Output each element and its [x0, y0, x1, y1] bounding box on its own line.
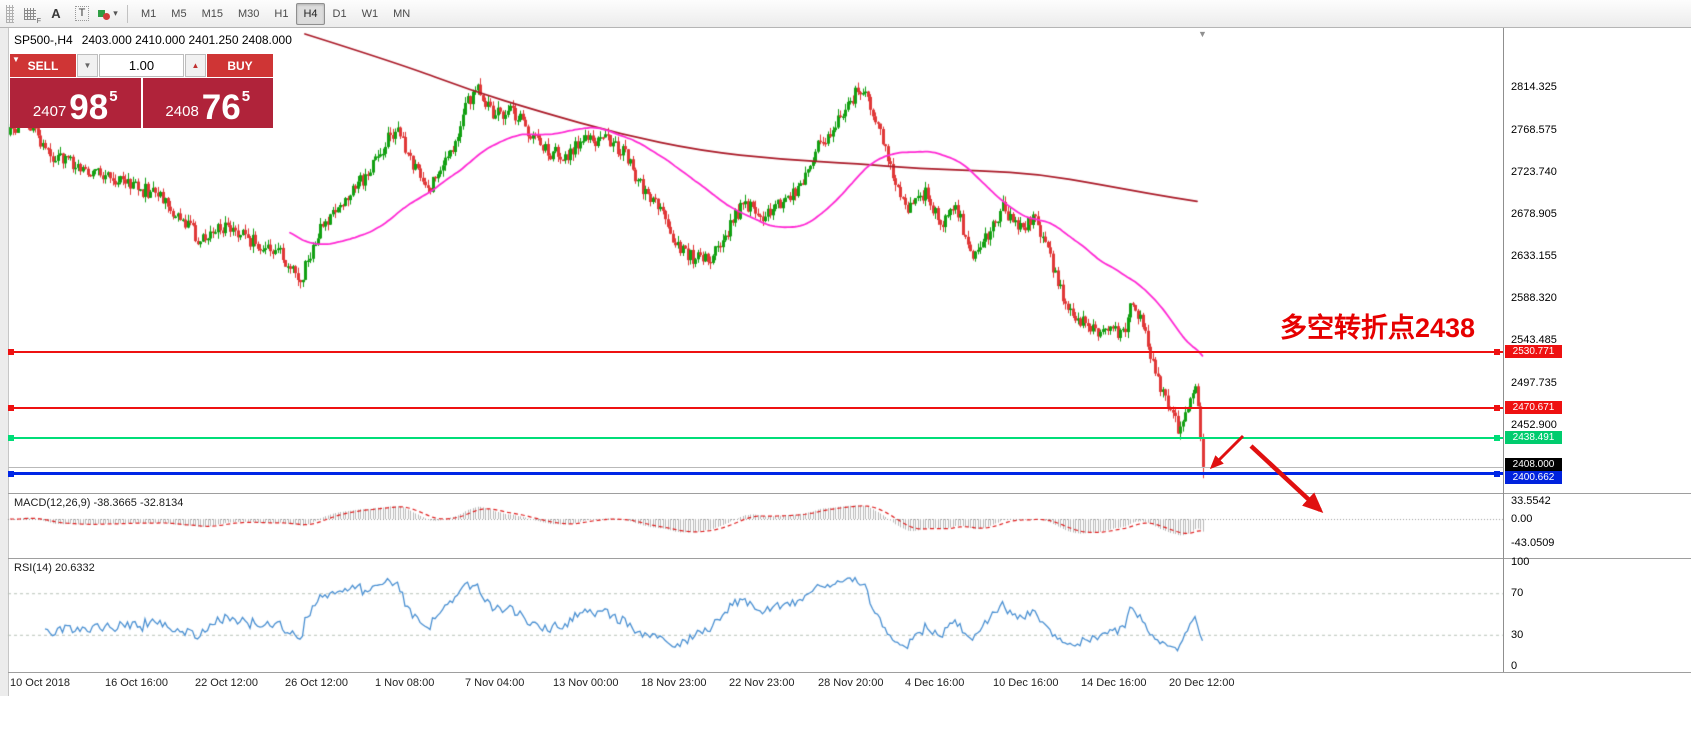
grid-f-label: F [36, 17, 41, 25]
price-tag-2400.662: 2400.662 [1505, 470, 1562, 484]
rsi-label: RSI(14) 20.6332 [14, 562, 95, 574]
toolbar: F A T ▾ M1 M5 M15 M30 H1 H4 D1 W1 MN [0, 0, 1691, 28]
label-tool-icon[interactable]: A [51, 6, 61, 21]
price-axis-tick: 2588.320 [1511, 292, 1557, 305]
timeframe-button-w1[interactable]: W1 [361, 7, 379, 20]
buy-button[interactable]: BUY [207, 54, 273, 77]
buy-price-display[interactable]: 2408 76 5 [142, 78, 273, 128]
current-price-line [8, 466, 1503, 468]
text-tool-icon[interactable]: T [69, 2, 95, 26]
rsi-axis-tick: 0 [1511, 660, 1518, 672]
trade-controls-row: ▼ SELL ▼ ▲ BUY [10, 54, 273, 77]
timeframe-button-h1[interactable]: H1 [274, 7, 289, 20]
price-level-line-2470.671[interactable] [8, 407, 1503, 410]
price-tag-2470.671: 2470.671 [1505, 401, 1562, 415]
candlestick-chart[interactable] [0, 28, 1691, 493]
line-handle-icon[interactable] [8, 349, 14, 356]
time-axis-label: 20 Dec 12:00 [1169, 677, 1235, 689]
toolbar-grip-icon[interactable] [6, 4, 14, 23]
time-axis-label: 10 Oct 2018 [10, 677, 70, 689]
line-handle-icon[interactable] [8, 405, 14, 412]
price-axis-tick: 2633.155 [1511, 250, 1557, 263]
price-axis-separator [1503, 28, 1504, 672]
price-axis-tick: 2723.740 [1511, 165, 1557, 178]
shape-square-icon [98, 10, 106, 17]
chevron-down-icon: ▾ [113, 8, 118, 18]
shape-circle-icon [103, 12, 111, 20]
price-axis-tick: 2814.325 [1511, 81, 1557, 93]
time-axis-label: 26 Oct 12:00 [285, 677, 348, 689]
timeframe-button-h4[interactable]: H4 [296, 2, 325, 25]
line-handle-icon[interactable] [8, 470, 14, 477]
macd-axis-tick: 0.00 [1511, 513, 1533, 525]
price-axis-tick: 2452.900 [1511, 419, 1557, 431]
panel-separator[interactable] [8, 493, 1691, 494]
trade-prices-row: 2407 98 5 2408 76 5 [10, 78, 273, 128]
time-axis-label: 1 Nov 08:00 [375, 677, 435, 689]
price-level-line-2400.662[interactable] [8, 472, 1503, 476]
time-axis-label: 13 Nov 00:00 [553, 677, 619, 689]
volume-dropdown-button[interactable]: ▼ [77, 54, 98, 77]
annotation-text[interactable]: 多空转折点2438 [1280, 313, 1476, 343]
price-axis-tick: 2678.905 [1511, 207, 1557, 220]
time-axis-label: 16 Oct 16:00 [105, 677, 168, 689]
macd-label: MACD(12,26,9) -38.3665 -32.8134 [14, 497, 184, 509]
symbol-name: SP500-,H4 [14, 33, 73, 47]
time-axis-label: 22 Nov 23:00 [729, 677, 795, 689]
toolbar-separator [127, 4, 128, 23]
volume-input[interactable] [99, 54, 184, 77]
shapes-tool-icon[interactable]: ▾ [95, 2, 121, 26]
time-axis-label: 10 Dec 16:00 [993, 677, 1059, 689]
price-level-line-2438.491[interactable] [8, 437, 1503, 440]
chevron-up-icon: ▲ [191, 61, 200, 70]
price-axis-tick: 2543.485 [1511, 334, 1557, 347]
timeframe-button-mn[interactable]: MN [393, 7, 411, 20]
time-axis-label: 7 Nov 04:00 [465, 677, 525, 689]
one-click-trading-panel: ▼ SELL ▼ ▲ BUY 2407 98 5 2408 76 5 [10, 54, 273, 128]
timeframe-button-m30[interactable]: M30 [237, 7, 260, 20]
rsi-axis-tick: 70 [1511, 587, 1524, 600]
tick-grid-icon[interactable]: F [17, 2, 43, 26]
timeframe-button-d1[interactable]: D1 [332, 7, 347, 20]
line-handle-icon[interactable] [1494, 405, 1500, 412]
chevron-down-icon: ▼ [83, 61, 92, 70]
time-axis-label: 28 Nov 20:00 [818, 677, 884, 689]
sell-price-display[interactable]: 2407 98 5 [10, 78, 141, 128]
price-axis-tick: 2497.735 [1511, 377, 1557, 390]
time-axis-label: 18 Nov 23:00 [641, 677, 707, 689]
price-tag-2438.491: 2438.491 [1505, 431, 1562, 445]
time-axis-label: 14 Dec 16:00 [1081, 677, 1147, 689]
timeframe-button-m15[interactable]: M15 [201, 7, 223, 20]
panel-collapse-icon[interactable]: ▼ [12, 55, 20, 64]
line-handle-icon[interactable] [1494, 349, 1500, 356]
rsi-axis-tick: 30 [1511, 628, 1524, 641]
line-handle-icon[interactable] [8, 435, 14, 442]
timeframe-toolbar: M1 M5 M15 M30 H1 H4 D1 W1 MN [134, 2, 417, 25]
panel-separator[interactable] [8, 558, 1691, 559]
price-tag-2530.771: 2530.771 [1505, 345, 1562, 359]
chart-shift-icon[interactable]: ▼ [1198, 29, 1207, 39]
line-handle-icon[interactable] [1494, 470, 1500, 477]
time-axis-label: 4 Dec 16:00 [905, 677, 965, 689]
macd-indicator[interactable] [0, 493, 1691, 558]
volume-up-button[interactable]: ▲ [185, 54, 206, 77]
symbol-info: SP500-,H4 2403.000 2410.000 2401.250 240… [14, 33, 292, 47]
price-level-line-2530.771[interactable] [8, 351, 1503, 354]
macd-axis-tick: -43.0509 [1511, 536, 1555, 549]
rsi-indicator[interactable] [0, 558, 1691, 672]
panel-separator [8, 672, 1691, 673]
sell-button[interactable]: ▼ SELL [10, 54, 76, 77]
grid-glyph-icon [24, 7, 36, 20]
rsi-axis-tick: 100 [1511, 556, 1530, 568]
timeframe-button-m5[interactable]: M5 [171, 7, 187, 20]
symbol-ohlc: 2403.000 2410.000 2401.250 2408.000 [81, 33, 292, 47]
line-handle-icon[interactable] [1494, 435, 1500, 442]
time-axis-label: 22 Oct 12:00 [195, 677, 258, 689]
macd-axis-tick: 33.5542 [1511, 494, 1551, 507]
price-axis-tick: 2768.575 [1511, 123, 1557, 136]
timeframe-button-m1[interactable]: M1 [141, 7, 157, 20]
current-price-tag: 2408.000 [1505, 457, 1562, 471]
